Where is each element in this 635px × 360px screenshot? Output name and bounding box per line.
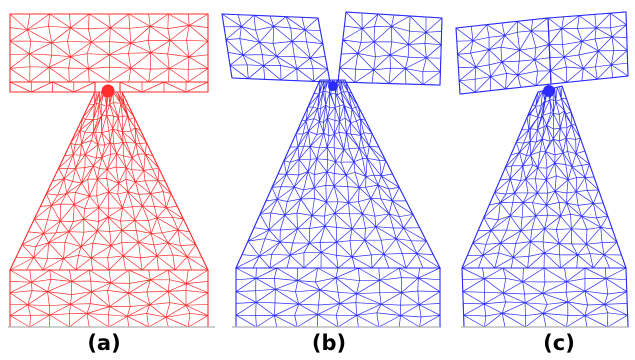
mesh-outline: [119, 81, 209, 93]
panel-c-mesh: [455, 11, 629, 328]
mesh-grid: [337, 11, 443, 86]
panel-label-a: (a): [87, 331, 121, 355]
mesh-grid: [461, 85, 627, 269]
panel-a-mesh: [9, 13, 209, 328]
mesh-grid: [9, 13, 209, 83]
mesh-grid: [119, 81, 209, 93]
crack-tip-dot: [543, 85, 555, 97]
mesh-grid: [547, 11, 629, 85]
notch-tip-dot: [328, 81, 338, 91]
mesh-outline: [547, 11, 629, 85]
crack-tip-dot: [101, 84, 115, 98]
mesh-grid: [9, 269, 209, 328]
mesh-grid: [221, 13, 331, 83]
mesh-outline: [337, 11, 443, 86]
mesh-grid: [461, 267, 629, 328]
mesh-grid: [9, 81, 96, 93]
mesh-grid: [9, 91, 209, 271]
mesh-grid: [455, 17, 552, 95]
panel-label-b: (b): [311, 331, 347, 355]
panel-label-c: (c): [543, 331, 575, 355]
panel-b-mesh: [221, 11, 443, 328]
mesh-grid: [235, 267, 441, 328]
mesh-outline: [9, 269, 209, 328]
mesh-grid: [235, 79, 441, 269]
